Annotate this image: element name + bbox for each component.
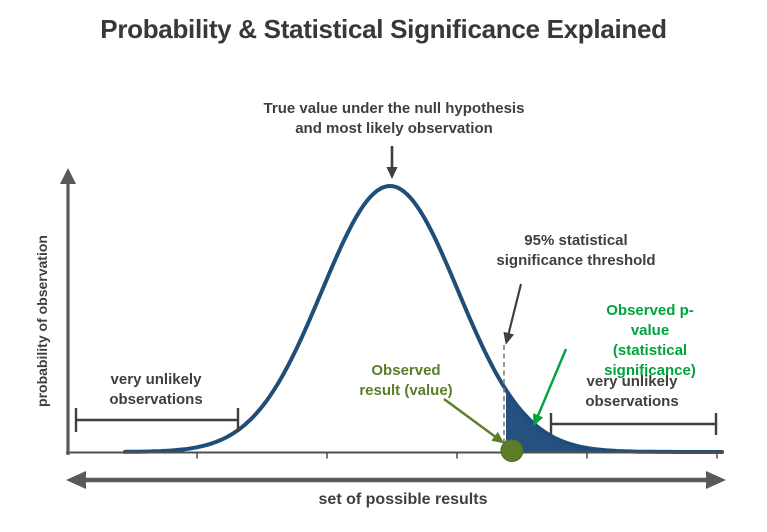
p-value-area [506,389,723,452]
p-value-arrow-icon [533,348,568,427]
x-axis-ticks [196,452,718,459]
x-axis-right-arrowhead-icon [706,471,726,489]
threshold-label: 95% statistical significance threshold [496,232,656,269]
observed-result-dot [500,439,524,462]
x-axis-left-arrowhead-icon [66,471,86,489]
left-range-bracket [74,408,240,432]
bell-curve [123,184,724,454]
null-hypothesis-label: True value under the null hypothesis and… [263,100,525,137]
x-axis-label: set of possible results [318,491,488,508]
threshold-arrow-icon [503,283,523,345]
unlikely-observations-right-label: very unlikely observations [585,373,679,410]
p-value-label: Observed p-value (statistical significan… [604,302,696,379]
y-axis-arrowhead-icon [60,168,76,184]
right-range-bracket [549,413,718,435]
observed-result-label: Observed result (value) [359,362,453,399]
figure-title: Probability & Statistical Significance E… [100,14,667,44]
observed-result-arrow-icon [443,398,505,444]
y-axis-label: probability of observation [34,235,50,407]
unlikely-observations-left-label: very unlikely observations [109,371,203,408]
